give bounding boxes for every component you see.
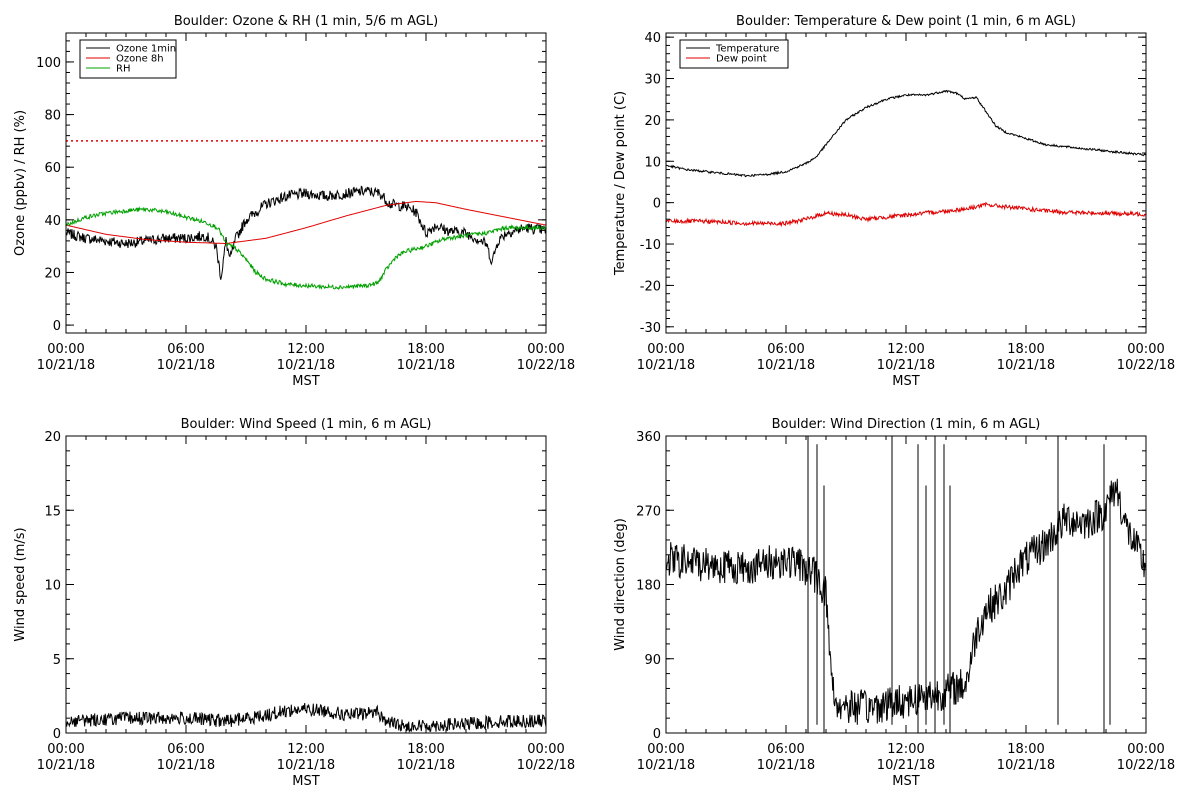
x-tick-time: 00:00 [647, 742, 684, 757]
y-tick-label: 80 [44, 109, 61, 124]
series-line-1 [66, 702, 546, 733]
y-tick-label: 40 [44, 214, 61, 229]
chart-panel-1: Boulder: Ozone & RH (1 min, 5/6 m AGL) 0 2… [13, 14, 575, 389]
x-axis-label: MST [292, 374, 319, 389]
y-axis-label: Ozone (ppbv) / RH (%) [13, 110, 28, 256]
x-tick-date: 10/21/18 [397, 358, 455, 373]
y-tick-label: 0 [653, 727, 661, 742]
y-tick-label: 60 [44, 161, 61, 176]
x-tick-date: 10/21/18 [397, 758, 455, 773]
chart-panel-2: Boulder: Temperature & Dew point (1 min,… [613, 14, 1175, 389]
x-tick-time: 18:00 [1007, 742, 1044, 757]
y-tick-label: 15 [44, 504, 61, 519]
legend-label: Temperature [715, 44, 779, 55]
y-tick-label: 0 [53, 319, 61, 334]
series-line-2 [66, 200, 546, 244]
x-axis-label: MST [892, 774, 919, 789]
chart-panel-4: Boulder: Wind Direction (1 min, 6 m AGL)… [613, 417, 1175, 789]
x-tick-date: 10/22/18 [517, 358, 575, 373]
legend-label: RH [116, 64, 130, 75]
x-tick-time: 06:00 [167, 742, 204, 757]
y-tick-label: 30 [644, 73, 661, 88]
chart-title: Boulder: Ozone & RH (1 min, 5/6 m AGL) [174, 14, 438, 29]
x-tick-time: 00:00 [647, 342, 684, 357]
legend-box [679, 39, 789, 69]
y-tick-label: -30 [640, 321, 661, 336]
x-tick-date: 10/21/18 [157, 358, 215, 373]
chart-title: Boulder: Wind Speed (1 min, 6 m AGL) [181, 417, 432, 432]
y-tick-label: -10 [640, 238, 661, 253]
y-tick-label: 100 [36, 56, 61, 71]
x-tick-date: 10/21/18 [277, 358, 335, 373]
x-tick-date: 10/22/18 [1117, 358, 1175, 373]
y-axis-label: Temperature / Dew point (C) [613, 91, 628, 276]
y-tick-label: 20 [44, 266, 61, 281]
x-tick-time: 12:00 [287, 742, 324, 757]
x-tick-time: 06:00 [767, 742, 804, 757]
x-tick-time: 06:00 [767, 342, 804, 357]
x-tick-date: 10/21/18 [157, 758, 215, 773]
y-axis-label: Wind speed (m/s) [13, 527, 28, 641]
series-line-1 [666, 478, 1146, 725]
x-tick-time: 06:00 [167, 342, 204, 357]
y-tick-label: 0 [53, 727, 61, 742]
x-axis-label: MST [292, 774, 319, 789]
x-tick-time: 00:00 [47, 342, 84, 357]
series-line-1 [666, 89, 1146, 178]
y-tick-label: 90 [644, 653, 661, 668]
y-axis-label: Wind direction (deg) [613, 518, 628, 651]
y-tick-label: 40 [644, 31, 661, 46]
y-tick-label: 20 [644, 114, 661, 129]
x-tick-time: 00:00 [527, 342, 564, 357]
y-tick-label: 5 [53, 653, 61, 668]
y-tick-label: -20 [640, 279, 661, 294]
series-line-2 [666, 201, 1146, 228]
x-tick-time: 00:00 [527, 742, 564, 757]
x-tick-date: 10/21/18 [757, 358, 815, 373]
x-tick-time: 12:00 [887, 742, 924, 757]
x-tick-date: 10/21/18 [877, 758, 935, 773]
x-tick-time: 12:00 [887, 342, 924, 357]
chart-title: Boulder: Wind Direction (1 min, 6 m AGL) [772, 417, 1041, 432]
chart-panel-3: Boulder: Wind Speed (1 min, 6 m AGL) 0 5 10… [13, 417, 575, 789]
x-tick-time: 00:00 [1127, 342, 1164, 357]
x-tick-date: 10/21/18 [877, 358, 935, 373]
legend-label: Ozone 8h [116, 54, 164, 65]
legend-box [79, 39, 177, 79]
y-tick-label: 180 [636, 579, 661, 594]
y-tick-label: 270 [636, 504, 661, 519]
x-tick-date: 10/21/18 [997, 758, 1055, 773]
x-tick-time: 18:00 [407, 342, 444, 357]
plot-frame [65, 435, 547, 734]
x-tick-date: 10/21/18 [997, 358, 1055, 373]
x-tick-time: 00:00 [1127, 742, 1164, 757]
plot-frame [665, 435, 1147, 734]
x-tick-date: 10/21/18 [637, 358, 695, 373]
x-tick-date: 10/22/18 [1117, 758, 1175, 773]
series-line-3 [66, 206, 546, 291]
x-axis-label: MST [892, 374, 919, 389]
chart-title: Boulder: Temperature & Dew point (1 min,… [736, 14, 1076, 29]
y-tick-label: 10 [644, 155, 661, 170]
x-tick-time: 18:00 [407, 742, 444, 757]
x-tick-date: 10/22/18 [517, 758, 575, 773]
x-tick-time: 00:00 [47, 742, 84, 757]
y-tick-label: 0 [653, 197, 661, 212]
y-tick-label: 360 [636, 430, 661, 445]
x-tick-date: 10/21/18 [277, 758, 335, 773]
y-tick-label: 10 [44, 579, 61, 594]
legend-label: Ozone 1min [116, 44, 176, 55]
plot-frame [665, 32, 1147, 334]
x-tick-date: 10/21/18 [637, 758, 695, 773]
x-tick-time: 12:00 [287, 342, 324, 357]
x-tick-time: 18:00 [1007, 342, 1044, 357]
y-tick-label: 20 [44, 430, 61, 445]
x-tick-date: 10/21/18 [757, 758, 815, 773]
x-tick-date: 10/21/18 [37, 358, 95, 373]
legend-label: Dew point [716, 54, 767, 65]
x-tick-date: 10/21/18 [37, 758, 95, 773]
